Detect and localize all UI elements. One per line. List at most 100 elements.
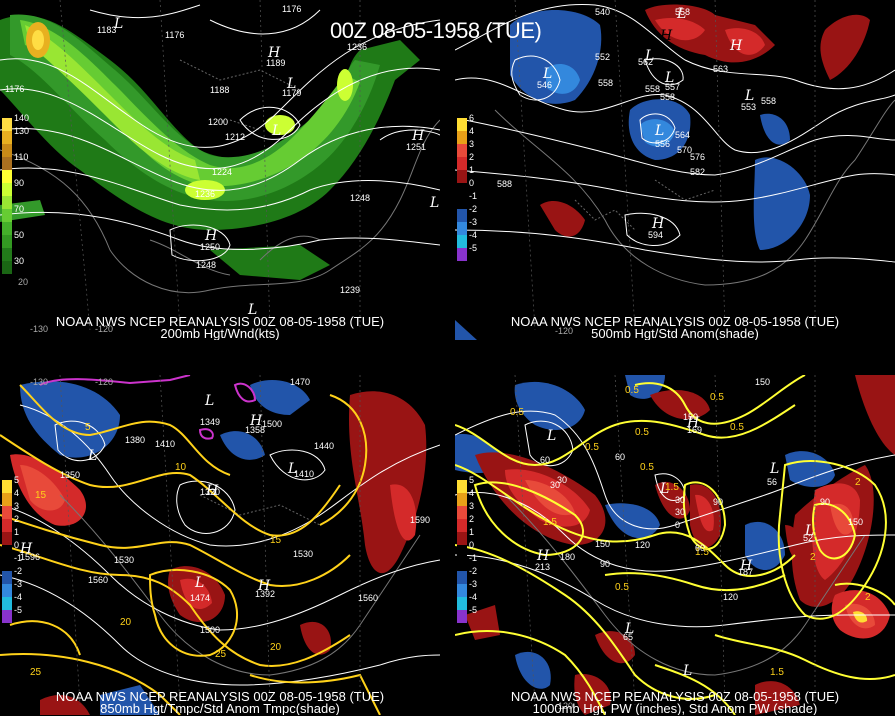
legend-swatch	[2, 584, 12, 597]
contour-label: 187	[738, 567, 753, 577]
contour-label: 1596	[20, 552, 40, 562]
pressure-mark: L	[287, 461, 297, 477]
contour-label: 1320	[200, 487, 220, 497]
contour-label: 1500	[262, 419, 282, 429]
pressure-mark: L	[87, 448, 97, 464]
lon-tick: -120	[555, 701, 573, 711]
temp-label: 20	[270, 642, 282, 653]
contour-label: 65	[623, 632, 633, 642]
contour-label: 564	[675, 130, 690, 140]
contour-label: 558	[660, 92, 675, 102]
contour-label: 546	[537, 80, 552, 90]
lon-tick: -130	[30, 377, 48, 387]
legend-swatch	[457, 209, 467, 222]
pressure-mark: L	[654, 123, 664, 139]
panel-200mb-height-wind: 1176 1176 1176 1188 1200 1212 1224 1236 …	[0, 0, 440, 340]
panel-500mb-height-anomaly: 540 546 552 558 558 558 564 570 576 582 …	[455, 0, 895, 340]
legend-label: 5	[14, 475, 20, 485]
legend-swatch	[2, 506, 12, 519]
contour-label: 1200	[208, 117, 228, 127]
pw-label: 0.5	[625, 385, 639, 396]
contour-label: 1530	[114, 555, 134, 565]
pressure-mark: H	[204, 228, 218, 244]
caption-field: 1000mb Hgt, PW (inches), Std Anom PW (sh…	[532, 701, 818, 716]
legend-swatch	[457, 131, 467, 144]
pressure-mark: H	[249, 413, 263, 429]
temp-label: 15	[35, 490, 47, 501]
legend-swatch	[457, 196, 467, 209]
legend-swatch	[457, 170, 467, 183]
legend-swatch	[457, 235, 467, 248]
legend-swatch	[2, 248, 12, 261]
pressure-mark: L	[247, 302, 257, 318]
contour-label: 150	[683, 412, 698, 422]
legend-label: 1	[14, 527, 20, 537]
contour-label: 558	[675, 7, 690, 17]
contour-label: 90	[820, 497, 830, 507]
contour-label: 30	[675, 495, 685, 505]
pw-label: 0.5	[615, 582, 629, 593]
legend-label: 4	[469, 488, 475, 498]
pressure-mark: H	[536, 548, 550, 564]
map-850mb: 1470 1380 1410 1350 1320 1440 1410 1500 …	[0, 375, 440, 715]
contour-label: 1236	[347, 42, 367, 52]
pressure-mark: L	[286, 76, 296, 92]
contour-label: 60	[695, 543, 705, 553]
legend-swatch	[457, 222, 467, 235]
pressure-mark: L	[644, 48, 654, 64]
contour-label: 1380	[125, 435, 145, 445]
pw-label: 0.5	[730, 422, 744, 433]
legend-swatch	[2, 222, 12, 235]
pw-label: 0.5	[510, 407, 524, 418]
legend-label: 50	[14, 230, 25, 240]
legend-swatch	[2, 519, 12, 532]
legend-label: 0	[469, 540, 475, 550]
contour-label: 30	[675, 507, 685, 517]
legend-swatch	[2, 196, 12, 209]
legend-swatch	[2, 131, 12, 144]
contour-label: 1248	[196, 260, 216, 270]
contour-label: 1358	[245, 425, 265, 435]
contour-label: 1250	[200, 242, 220, 252]
legend-swatch	[2, 597, 12, 610]
contour-label: 576	[690, 152, 705, 162]
pressure-mark: L	[429, 195, 439, 211]
contour-label: 557	[665, 82, 680, 92]
temp-label: 10	[175, 462, 187, 473]
caption-source: NOAA NWS NCEP REANALYSIS 00Z 08-05-1958 …	[55, 689, 385, 704]
legend-label: 2	[469, 152, 475, 162]
map-1000mb: 150 150 120 90 60 30 30 0 30 60 90 120 1…	[455, 375, 895, 715]
contour-label: 1410	[155, 439, 175, 449]
caption-field: 500mb Hgt/Std Anom(shade)	[591, 326, 759, 341]
contour-label: 1440	[314, 441, 334, 451]
contour-label: 1392	[255, 589, 275, 599]
legend-label: 110	[14, 152, 29, 162]
contour-label: 570	[677, 145, 692, 155]
pw-label: 1.5	[770, 667, 784, 678]
pw-label: 1.5	[665, 482, 679, 493]
contour-label: 150	[595, 539, 610, 549]
caption-source: NOAA NWS NCEP REANALYSIS 00Z 08-05-1958 …	[510, 314, 840, 329]
legend-label: -4	[469, 592, 478, 602]
contour-label: 120	[635, 540, 650, 550]
contour-label: 594	[648, 230, 663, 240]
legend-swatch	[2, 261, 12, 274]
legend-label: -1	[14, 553, 23, 563]
contour-label: 1560	[358, 593, 378, 603]
lon-tick: -120	[95, 377, 113, 387]
pw-label: 2	[810, 552, 816, 563]
pressure-mark: H	[411, 128, 425, 144]
legend-label: -4	[469, 230, 478, 240]
legend-label: 30	[14, 256, 25, 266]
contour-label: 1251	[406, 142, 426, 152]
temp-label: 25	[215, 649, 227, 660]
legend-swatch	[2, 545, 12, 558]
legend-label: -2	[14, 566, 23, 576]
contour-label: 150	[848, 517, 863, 527]
pressure-mark: L	[542, 66, 552, 82]
pressure-mark: L	[659, 481, 669, 497]
contour-label: 213	[535, 562, 550, 572]
pw-label: 0.5	[635, 427, 649, 438]
legend-swatch	[457, 248, 467, 261]
panel-850mb-height-temp: 1470 1380 1410 1350 1320 1440 1410 1500 …	[0, 375, 440, 715]
